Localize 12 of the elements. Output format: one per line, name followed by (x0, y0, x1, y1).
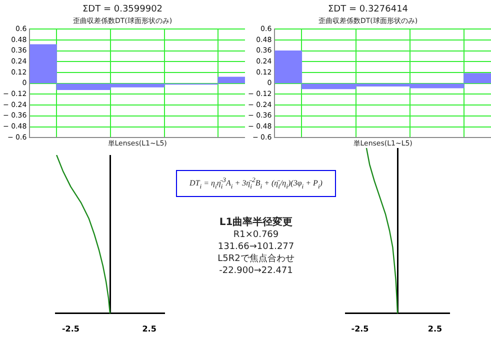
chart-title: ΣDT = 0.3276414 (328, 4, 408, 15)
text: 131.66→101.277 (216, 241, 296, 254)
x-tick-label: 2.5 (142, 324, 157, 334)
text: R1×0.769 (232, 229, 280, 242)
chart-title: ΣDT = 0.3599902 (82, 4, 163, 15)
x-tick-label: 2.5 (428, 324, 443, 334)
x-tick-label: -2.5 (62, 324, 80, 334)
text: L5R2で焦点合わせ (216, 253, 296, 266)
x-tick-label: -2.5 (351, 324, 370, 334)
text: DT$_{i}$ = η$_{i}$η̄$_{i}$$^{3}$A$_{i}$ + 3η̄$_{i}$$^{2}$B$_{i}$ + (η̄$_{i}$/η$_{i}$)(3φ$_{i}$ + P$_{i}$) (190, 177, 322, 190)
text: -22.900→22.471 (218, 265, 294, 278)
text: L1曲率半径変更 (218, 215, 294, 230)
